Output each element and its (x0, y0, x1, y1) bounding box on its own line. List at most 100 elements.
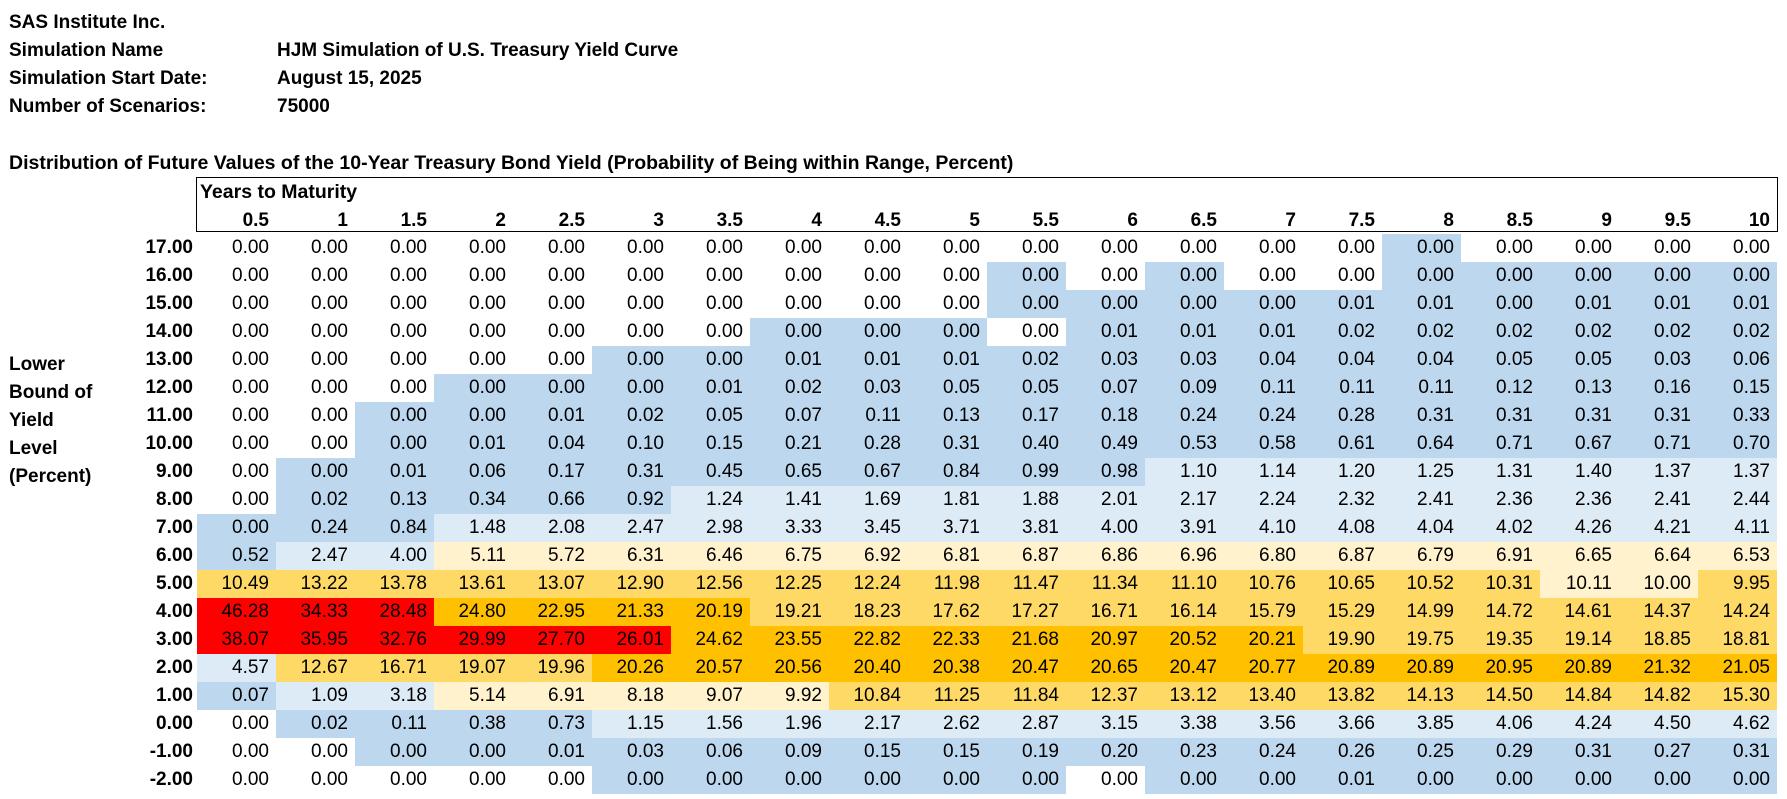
probability-cell: 15.79 (1224, 598, 1303, 626)
probability-cell: 0.01 (513, 738, 592, 766)
probability-cell: 4.08 (1303, 514, 1382, 542)
probability-cell: 0.17 (513, 458, 592, 486)
probability-cell: 0.00 (434, 346, 513, 374)
probability-cell: 19.14 (1540, 626, 1619, 654)
probability-cell: 0.00 (355, 318, 434, 346)
probability-cell: 0.02 (276, 486, 355, 514)
probability-cell: 15.30 (1698, 682, 1777, 710)
probability-cell: 12.56 (671, 570, 750, 598)
probability-cell: 0.00 (513, 766, 592, 794)
probability-cell: 0.02 (276, 710, 355, 738)
probability-cell: 12.25 (750, 570, 829, 598)
probability-cell: 0.00 (513, 346, 592, 374)
probability-cell: 0.00 (276, 458, 355, 486)
row-label: 17.00 (145, 237, 193, 258)
probability-cell: 0.27 (1619, 738, 1698, 766)
probability-cell: 13.82 (1303, 682, 1382, 710)
probability-cell: 0.01 (434, 430, 513, 458)
probability-cell: 0.01 (513, 402, 592, 430)
probability-cell: 4.00 (1066, 514, 1145, 542)
probability-cell: 4.24 (1540, 710, 1619, 738)
probability-cell: 0.00 (671, 346, 750, 374)
probability-cell: 0.11 (1224, 374, 1303, 402)
probability-cell: 0.00 (197, 318, 276, 346)
probability-cell: 5.11 (434, 542, 513, 570)
probability-cell: 4.26 (1540, 514, 1619, 542)
probability-cell: 0.33 (1698, 402, 1777, 430)
column-header: 4 (811, 210, 822, 231)
probability-cell: 3.33 (750, 514, 829, 542)
probability-cell: 0.00 (592, 318, 671, 346)
column-group-label: Years to Maturity (200, 181, 358, 203)
probability-cell: 0.31 (1540, 738, 1619, 766)
probability-cell: 1.81 (908, 486, 987, 514)
simulation-name-value: HJM Simulation of U.S. Treasury Yield Cu… (277, 40, 679, 61)
probability-cell: 6.87 (987, 542, 1066, 570)
table-title: Distribution of Future Values of the 10-… (9, 152, 1014, 174)
probability-cell: 1.25 (1382, 458, 1461, 486)
probability-cell: 13.22 (276, 570, 355, 598)
probability-cell: 0.00 (355, 430, 434, 458)
column-header: 6 (1127, 210, 1138, 231)
probability-cell: 0.98 (1066, 458, 1145, 486)
probability-cell: 0.02 (750, 374, 829, 402)
probability-cell: 2.17 (1145, 486, 1224, 514)
probability-cell: 0.00 (908, 234, 987, 262)
probability-cell: 0.02 (1461, 318, 1540, 346)
probability-cell: 0.00 (513, 290, 592, 318)
row-label: 9.00 (156, 461, 193, 482)
row-axis-label-line: Bound of (9, 382, 93, 403)
probability-cell: 23.55 (750, 626, 829, 654)
probability-cell: 11.98 (908, 570, 987, 598)
row-axis-label-line: Yield (9, 410, 54, 431)
probability-cell: 16.71 (355, 654, 434, 682)
probability-cell: 0.00 (197, 738, 276, 766)
probability-cell: 0.24 (1145, 402, 1224, 430)
probability-cell: 20.47 (987, 654, 1066, 682)
probability-cell: 12.67 (276, 654, 355, 682)
probability-cell: 2.47 (592, 514, 671, 542)
probability-cell: 0.03 (592, 738, 671, 766)
probability-cell: 0.01 (829, 346, 908, 374)
probability-cell: 0.16 (1619, 374, 1698, 402)
probability-cell: 0.00 (750, 290, 829, 318)
probability-cell: 0.31 (1461, 402, 1540, 430)
row-axis-label-line: Level (9, 438, 58, 459)
probability-cell: 16.71 (1066, 598, 1145, 626)
probability-cell: 19.96 (513, 654, 592, 682)
probability-cell: 0.05 (987, 374, 1066, 402)
probability-cell: 0.00 (1303, 234, 1382, 262)
probability-cell: 0.01 (1382, 290, 1461, 318)
probability-cell: 14.99 (1382, 598, 1461, 626)
probability-cell: 0.00 (829, 262, 908, 290)
probability-cell: 0.00 (592, 290, 671, 318)
probability-cell: 2.24 (1224, 486, 1303, 514)
probability-cell: 0.11 (1303, 374, 1382, 402)
column-header: 9.5 (1664, 210, 1691, 231)
probability-cell: 0.00 (908, 290, 987, 318)
probability-cell: 0.00 (987, 262, 1066, 290)
probability-cell: 0.00 (276, 290, 355, 318)
probability-cell: 0.04 (513, 430, 592, 458)
probability-cell: 19.90 (1303, 626, 1382, 654)
probability-cell: 38.07 (197, 626, 276, 654)
probability-cell: 3.85 (1382, 710, 1461, 738)
probability-cell: 9.95 (1698, 570, 1777, 598)
column-header-box (196, 177, 1778, 232)
probability-cell: 22.82 (829, 626, 908, 654)
probability-cell: 0.52 (197, 542, 276, 570)
probability-cell: 0.02 (1303, 318, 1382, 346)
probability-cell: 4.57 (197, 654, 276, 682)
column-header: 10 (1748, 210, 1770, 231)
probability-cell: 0.71 (1619, 430, 1698, 458)
probability-cell: 0.00 (908, 318, 987, 346)
row-label: 13.00 (145, 349, 193, 370)
column-header: 5 (969, 210, 980, 231)
probability-cell: 24.62 (671, 626, 750, 654)
probability-cell: 0.00 (592, 234, 671, 262)
probability-cell: 0.00 (1066, 766, 1145, 794)
row-label: 2.00 (156, 657, 193, 678)
probability-cell: 20.40 (829, 654, 908, 682)
probability-cell: 0.00 (197, 486, 276, 514)
probability-cell: 8.18 (592, 682, 671, 710)
